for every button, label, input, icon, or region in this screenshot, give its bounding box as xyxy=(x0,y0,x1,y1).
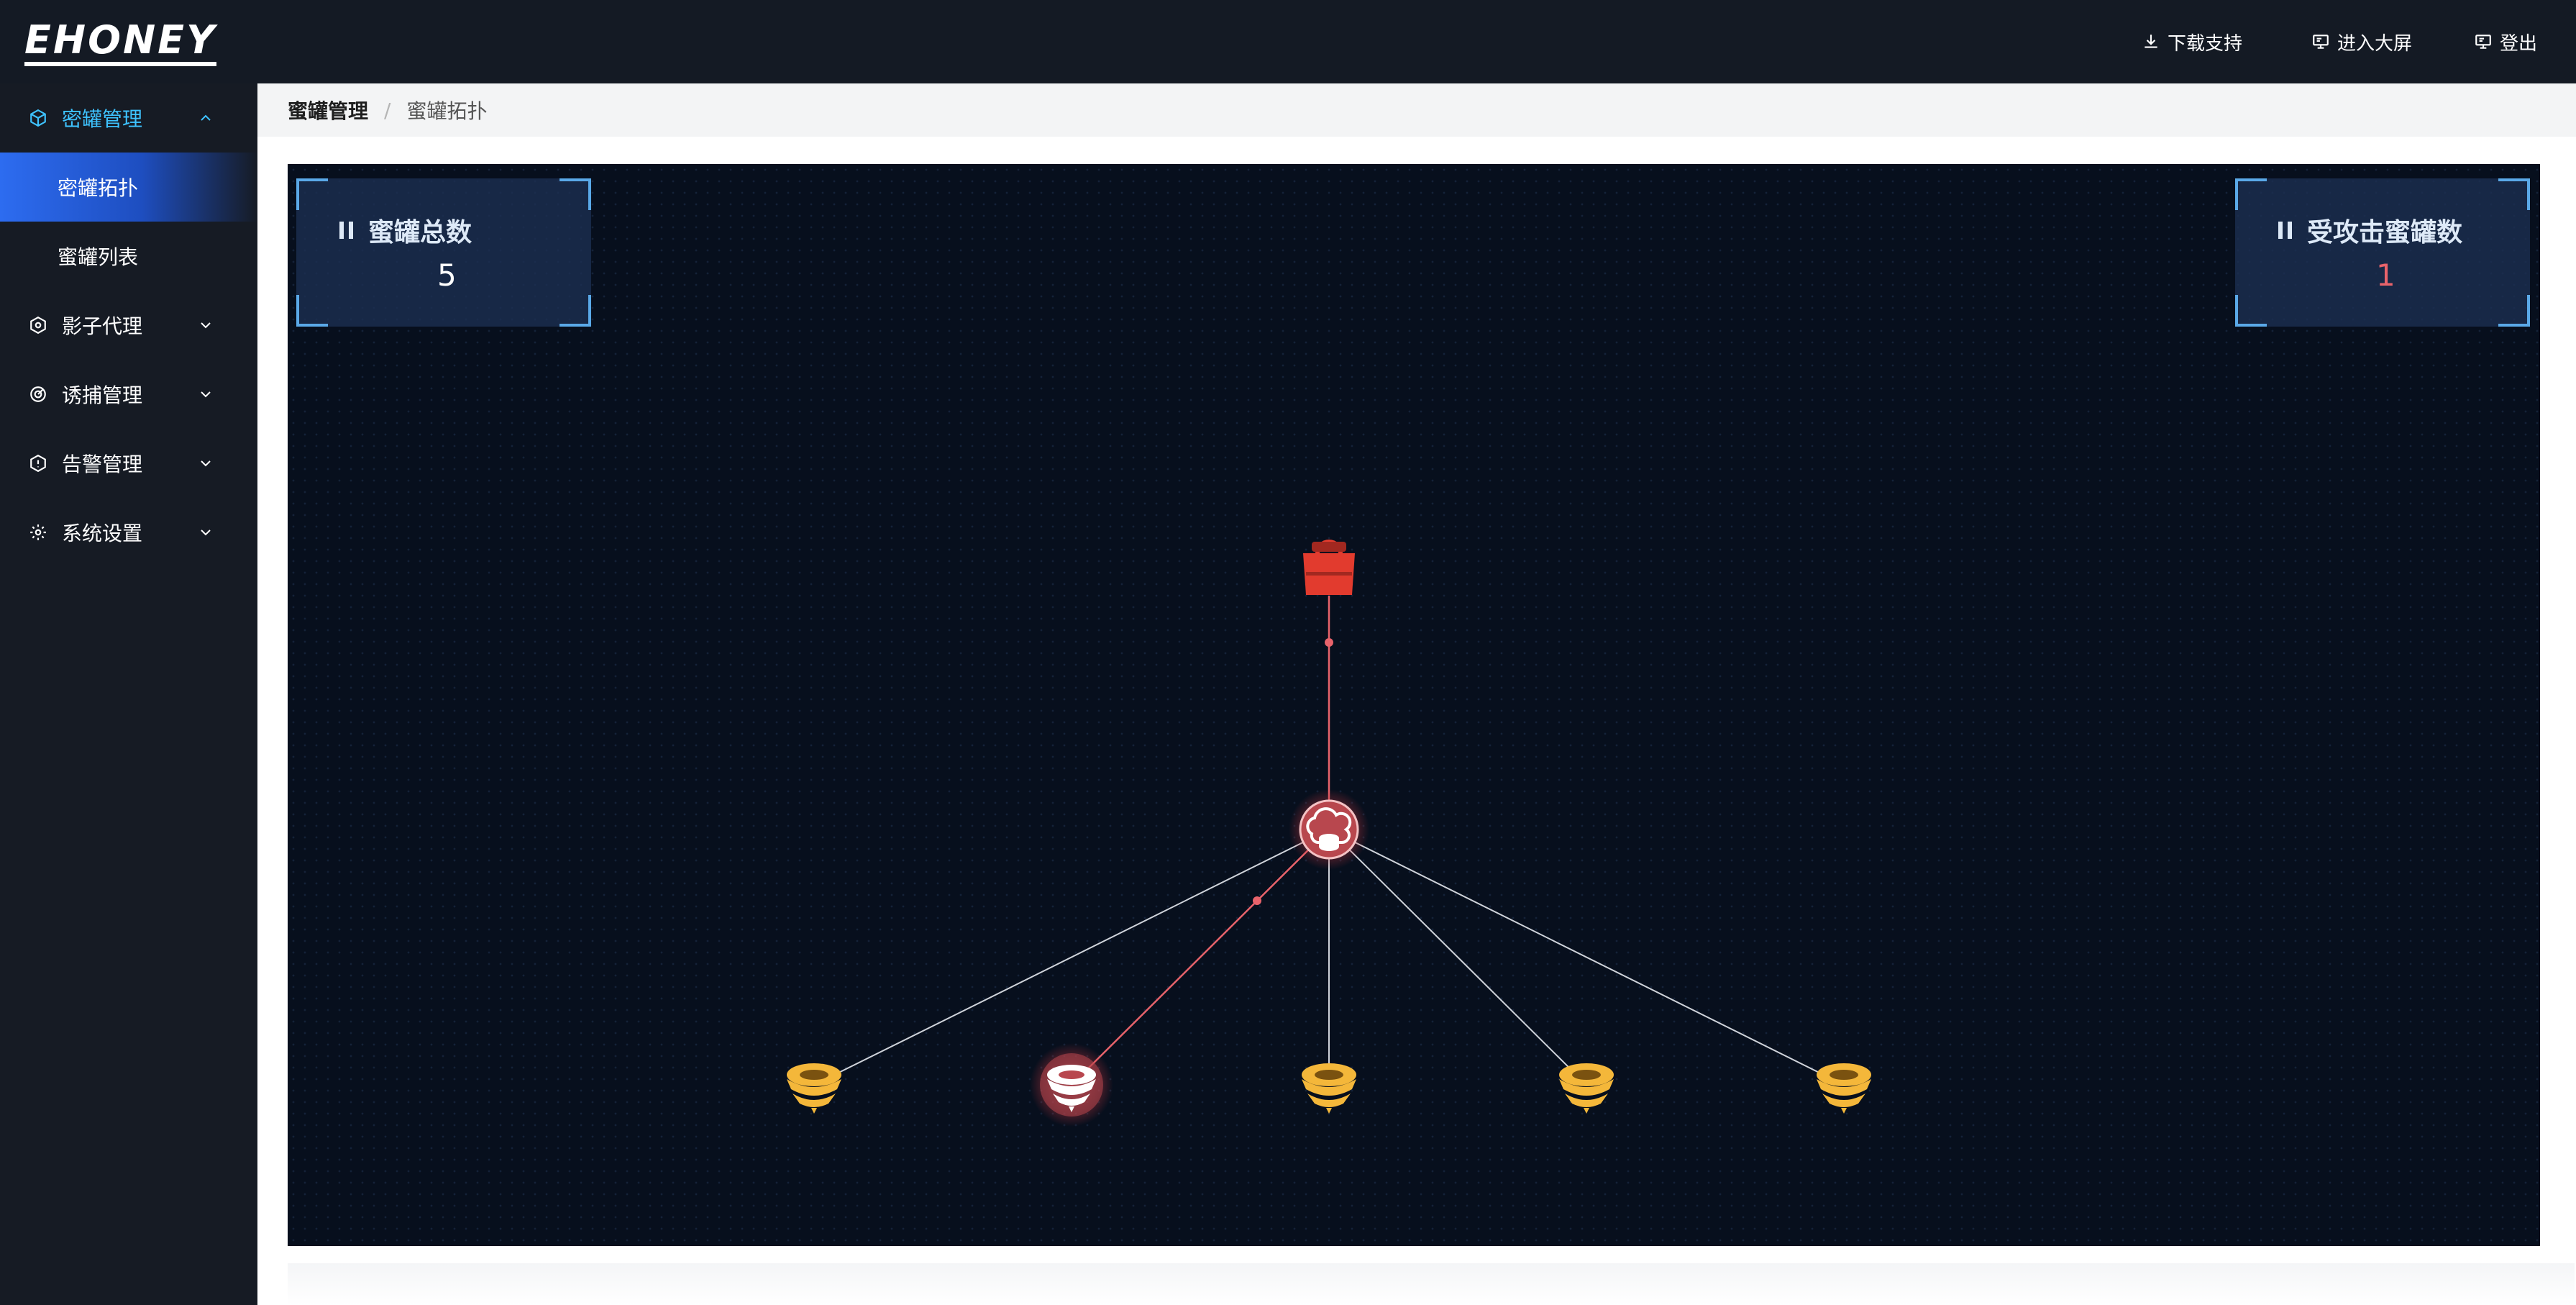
frame-corner xyxy=(296,178,328,210)
breadcrumb-separator: / xyxy=(384,99,390,122)
big-screen-button[interactable]: 进入大屏 xyxy=(2311,26,2412,58)
chevron-down-icon xyxy=(197,386,214,403)
honeypot-icon[interactable] xyxy=(787,1063,841,1114)
frame-corner xyxy=(2235,178,2267,210)
menu-label: 影子代理 xyxy=(62,311,142,340)
app-logo[interactable]: EHONEY xyxy=(24,19,216,66)
frame-corner xyxy=(2498,178,2530,210)
honeypot-icon[interactable] xyxy=(1559,1063,1614,1114)
menu-label: 诱捕管理 xyxy=(62,380,142,409)
hexagon-icon xyxy=(29,316,47,335)
frame-corner xyxy=(2235,295,2267,327)
gear-icon xyxy=(29,523,47,542)
monitor-icon xyxy=(2311,32,2330,51)
sidebar-item-honeypot-list[interactable]: 蜜罐列表 xyxy=(0,222,257,291)
link-flow-dot xyxy=(1253,896,1261,905)
frame-corner xyxy=(2498,295,2530,327)
menu-honeypot-management[interactable]: 密罐管理 xyxy=(0,83,257,153)
honeypot-icon[interactable] xyxy=(1817,1063,1871,1114)
sidebar-item-label: 蜜罐列表 xyxy=(58,242,138,270)
menu-label: 告警管理 xyxy=(62,449,142,478)
download-icon xyxy=(2142,32,2160,51)
topology-panel: 蜜罐总数 5 受攻击蜜罐数 1 xyxy=(288,164,2540,1246)
frame-corner xyxy=(296,295,328,327)
stat-value: 5 xyxy=(437,258,457,293)
alert-hex-icon xyxy=(29,454,47,473)
panel-footer-shadow xyxy=(288,1263,2575,1305)
breadcrumb-parent[interactable]: 蜜罐管理 xyxy=(288,96,368,124)
menu-trap-management[interactable]: 诱捕管理 xyxy=(0,360,257,429)
main-content: 蜜罐管理 / 蜜罐拓扑 xyxy=(257,83,2576,1305)
honeypot-icon-attacked[interactable] xyxy=(1030,1043,1113,1127)
big-screen-label: 进入大屏 xyxy=(2337,29,2412,55)
chevron-up-icon xyxy=(197,109,214,127)
breadcrumb-bar: 蜜罐管理 / 蜜罐拓扑 xyxy=(257,83,2576,137)
logout-icon xyxy=(2474,32,2493,51)
cube-icon xyxy=(29,109,47,127)
menu-alert-management[interactable]: 告警管理 xyxy=(0,429,257,498)
topology-graph xyxy=(288,164,2540,1246)
menu-shadow-proxy[interactable]: 影子代理 xyxy=(0,291,257,360)
menu-label: 系统设置 xyxy=(62,518,142,547)
logout-button[interactable]: 登出 xyxy=(2474,26,2537,58)
frame-corner xyxy=(559,295,591,327)
sidebar-item-label: 密罐拓扑 xyxy=(58,173,138,201)
menu-label: 密罐管理 xyxy=(62,104,142,132)
logout-label: 登出 xyxy=(2500,29,2537,55)
stat-title: 受攻击蜜罐数 xyxy=(2278,212,2462,249)
attacker-icon[interactable] xyxy=(1303,542,1355,595)
download-support-button[interactable]: 下载支持 xyxy=(2142,26,2242,58)
radar-icon xyxy=(29,385,47,404)
stat-title: 蜜罐总数 xyxy=(339,212,472,249)
frame-corner xyxy=(559,178,591,210)
chevron-down-icon xyxy=(197,317,214,334)
chevron-down-icon xyxy=(197,455,214,472)
link-hub-honeypot-4 xyxy=(1329,829,1586,1085)
stat-title-text: 受攻击蜜罐数 xyxy=(2307,212,2462,249)
chevron-down-icon xyxy=(197,524,214,541)
link-hub-honeypot-5 xyxy=(1329,829,1844,1085)
stat-card-attacked-honeypots: 受攻击蜜罐数 1 xyxy=(2235,178,2530,327)
sidebar: 密罐管理 密罐拓扑 蜜罐列表 影子代理 诱捕管理 告警管理 xyxy=(0,83,257,1305)
top-header: EHONEY 下载支持 进入大屏 登出 xyxy=(0,0,2576,83)
link-flow-dot xyxy=(1325,638,1333,647)
cloud-server-icon[interactable] xyxy=(1289,789,1369,870)
stat-card-total-honeypots: 蜜罐总数 5 xyxy=(296,178,591,327)
stat-value: 1 xyxy=(2376,258,2395,293)
sidebar-item-honeypot-topology[interactable]: 密罐拓扑 xyxy=(0,153,257,222)
pause-bars-icon xyxy=(2278,222,2297,239)
pause-bars-icon xyxy=(339,222,358,239)
menu-system-settings[interactable]: 系统设置 xyxy=(0,498,257,567)
download-support-label: 下载支持 xyxy=(2168,29,2242,55)
breadcrumb: 蜜罐管理 / 蜜罐拓扑 xyxy=(288,96,487,124)
stat-title-text: 蜜罐总数 xyxy=(368,212,472,249)
breadcrumb-current: 蜜罐拓扑 xyxy=(406,96,487,124)
link-hub-honeypot-2 xyxy=(1072,829,1329,1085)
honeypot-icon[interactable] xyxy=(1302,1063,1356,1114)
